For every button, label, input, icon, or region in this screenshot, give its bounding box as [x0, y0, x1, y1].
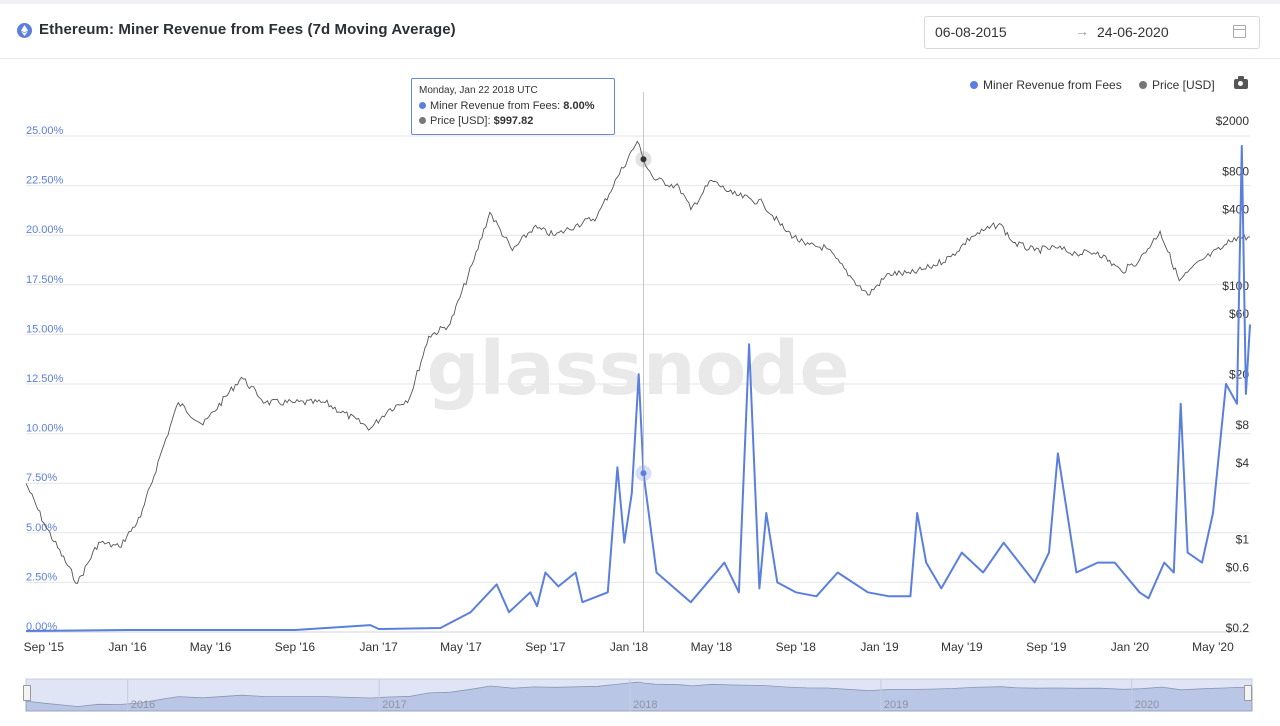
y-left-tick-label: 12.50% — [26, 373, 64, 385]
price-series-line — [25, 140, 1251, 584]
legend-dot-fees — [970, 81, 978, 89]
date-start-input[interactable]: 06-08-2015 — [935, 24, 1007, 40]
date-range-picker[interactable]: 06-08-2015 → 24-06-2020 — [924, 16, 1260, 49]
y-right-tick-label: $800 — [1222, 164, 1249, 178]
tooltip-price-label: Price [USD]: — [430, 115, 491, 127]
navigator-left-handle[interactable] — [23, 685, 31, 701]
x-tick-label: Jan '20 — [1111, 640, 1150, 654]
camera-icon[interactable] — [1234, 76, 1248, 89]
ethereum-icon — [17, 23, 32, 38]
x-tick-label: May '20 — [1192, 640, 1234, 654]
x-tick-label: Jan '16 — [108, 640, 147, 654]
y-left-tick-label: 5.00% — [26, 522, 57, 534]
y-left-tick-label: 25.00% — [26, 125, 64, 137]
x-tick-label: Jan '17 — [359, 640, 398, 654]
y-right-tick-label: $1 — [1236, 532, 1250, 546]
hover-marker-fees — [640, 470, 647, 477]
navigator-year-label: 2020 — [1135, 699, 1159, 711]
tooltip-row-price: Price [USD]: $997.82 — [419, 114, 607, 129]
legend-dot-price — [1139, 81, 1147, 89]
legend-label-fees: Miner Revenue from Fees — [983, 78, 1122, 92]
x-tick-label: Jan '18 — [610, 640, 649, 654]
tooltip-price-value: $997.82 — [493, 115, 534, 127]
tooltip-dot-fees — [419, 102, 426, 109]
y-left-tick-label: 7.50% — [26, 472, 57, 484]
navigator-year-label: 2019 — [884, 699, 908, 711]
chart-title: Ethereum: Miner Revenue from Fees (7d Mo… — [39, 21, 456, 38]
y-right-tick-label: $4 — [1236, 456, 1250, 470]
x-tick-label: Sep '18 — [776, 640, 817, 654]
tooltip-row-fees: Miner Revenue from Fees: 8.00% — [419, 99, 607, 114]
y-right-tick-label: $100 — [1222, 279, 1249, 293]
legend-label-price: Price [USD] — [1152, 78, 1215, 92]
x-tick-label: Sep '16 — [275, 640, 316, 654]
hover-tooltip: Monday, Jan 22 2018 UTC Miner Revenue fr… — [411, 78, 615, 135]
y-left-tick-label: 20.00% — [26, 224, 64, 236]
y-left-tick-label: 15.00% — [26, 323, 64, 335]
chart-header: Ethereum: Miner Revenue from Fees (7d Mo… — [0, 4, 1280, 59]
navigator-price-area — [25, 681, 1253, 712]
date-range-arrow: → — [1075, 23, 1089, 39]
y-left-tick-label: 17.50% — [26, 274, 64, 286]
y-right-tick-label: $0.6 — [1226, 561, 1250, 575]
x-tick-label: May '19 — [941, 640, 983, 654]
y-right-tick-label: $2000 — [1216, 114, 1250, 128]
tooltip-fees-label: Miner Revenue from Fees: — [430, 100, 561, 112]
navigator-year-label: 2018 — [633, 699, 657, 711]
y-left-tick-label: 2.50% — [26, 571, 57, 583]
navigator-year-label: 2017 — [382, 699, 406, 711]
x-tick-label: Sep '17 — [525, 640, 566, 654]
y-left-tick-label: 10.00% — [26, 423, 64, 435]
tooltip-fees-value: 8.00% — [563, 100, 595, 112]
y-right-tick-label: $0.2 — [1226, 621, 1250, 635]
y-right-tick-label: $20 — [1229, 368, 1249, 382]
hover-marker-price — [640, 156, 647, 163]
date-end-input[interactable]: 24-06-2020 — [1097, 24, 1169, 40]
x-tick-label: Sep '19 — [1026, 640, 1067, 654]
x-tick-label: Sep '15 — [24, 640, 65, 654]
y-right-tick-label: $8 — [1236, 418, 1250, 432]
tooltip-dot-price — [419, 117, 426, 124]
legend-item-fees[interactable]: Miner Revenue from Fees — [970, 78, 1122, 92]
y-right-tick-label: $400 — [1222, 203, 1249, 217]
x-tick-label: May '16 — [190, 640, 232, 654]
calendar-icon[interactable] — [1233, 25, 1246, 38]
legend-item-price[interactable]: Price [USD] — [1139, 78, 1215, 92]
fees-series-line — [25, 144, 1251, 632]
x-tick-label: Jan '19 — [860, 640, 899, 654]
x-tick-label: May '17 — [440, 640, 482, 654]
navigator-right-handle[interactable] — [1244, 685, 1252, 701]
x-tick-label: May '18 — [691, 640, 733, 654]
navigator-year-label: 2016 — [131, 699, 155, 711]
tooltip-date: Monday, Jan 22 2018 UTC — [419, 85, 538, 96]
y-left-tick-label: 22.50% — [26, 175, 64, 187]
top-strip — [0, 0, 1280, 4]
